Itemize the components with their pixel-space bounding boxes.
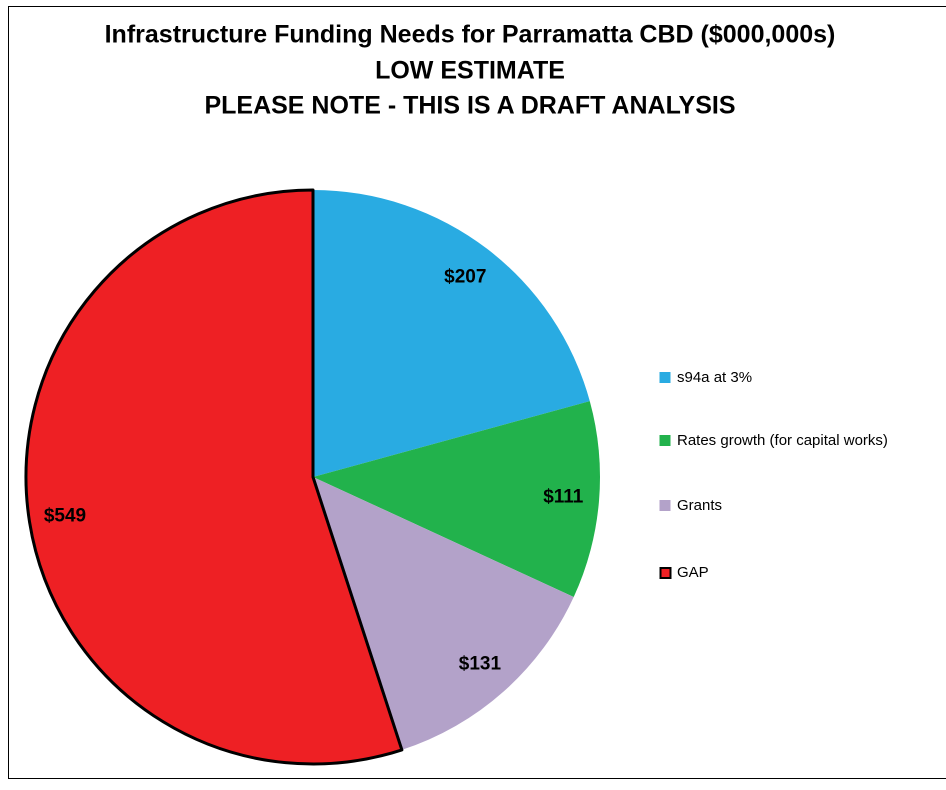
data-label: $111 — [543, 487, 584, 508]
data-label: $131 — [459, 654, 502, 675]
legend-label: s94a at 3% — [677, 369, 752, 386]
data-label: $549 — [44, 505, 86, 526]
legend-swatch — [661, 568, 671, 578]
data-label: $207 — [444, 266, 486, 287]
legend-swatch — [660, 372, 671, 383]
legend-label: GAP — [677, 564, 709, 581]
legend-label: Rates growth (for capital works) — [677, 432, 888, 449]
legend-swatch — [660, 500, 671, 511]
chart-subtitle: PLEASE NOTE - THIS IS A DRAFT ANALYSIS — [204, 92, 735, 120]
legend-swatch — [660, 435, 671, 446]
legend-label: Grants — [677, 497, 722, 514]
chart-title: Infrastructure Funding Needs for Parrama… — [105, 21, 836, 49]
chart-subtitle: LOW ESTIMATE — [375, 57, 565, 85]
